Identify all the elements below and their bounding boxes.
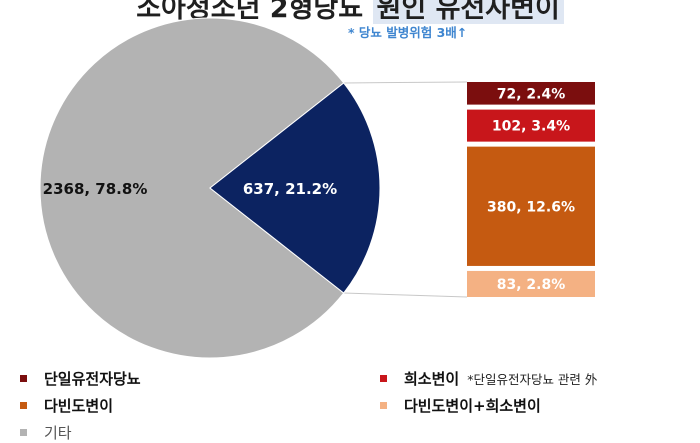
- legend-label: 희소변이: [404, 370, 460, 388]
- pie-slice-genetic: [209, 82, 381, 294]
- legend-label: 기타: [44, 424, 72, 442]
- legend-item-common-variant: 다빈도변이: [20, 395, 113, 416]
- bar-segment-rare-variant-label: 102, 3.4%: [492, 119, 570, 135]
- bar-segment-common-plus-rare: [467, 270, 595, 297]
- bar-segment-common-variant: [467, 146, 595, 266]
- connector-line-top: [343, 81, 468, 84]
- chart-title: 소아청소년 2형당뇨 원인 유전자변이: [0, 0, 700, 25]
- bar-segment-monogenic-label: 72, 2.4%: [497, 86, 566, 102]
- bar-segment-rare-variant: [467, 109, 595, 142]
- chart-subtitle: * 당뇨 발병위험 3배↑: [348, 25, 468, 40]
- bar-segment-common-plus-rare-label: 83, 2.8%: [497, 277, 566, 293]
- legend-marker: [380, 375, 387, 382]
- bar-segment-common-variant-label: 380, 12.6%: [487, 199, 575, 215]
- legend-marker: [20, 402, 27, 409]
- legend-marker: [380, 402, 387, 409]
- bar-segment-monogenic: [467, 82, 595, 105]
- pie-slice-genetic-label: 637, 21.2%: [243, 180, 337, 198]
- legend-note: *단일유전자당뇨 관련 外: [467, 372, 598, 387]
- legend-item-rare-variant: 희소변이 *단일유전자당뇨 관련 外: [380, 368, 597, 389]
- legend-label: 단일유전자당뇨: [44, 370, 141, 388]
- legend-marker: [20, 429, 27, 436]
- legend-item-common-plus-rare: 다빈도변이+희소변이: [380, 395, 541, 416]
- pie-slice-other-label: 2368, 78.8%: [43, 180, 148, 198]
- pie-slice-other: [39, 17, 345, 359]
- legend-item-monogenic: 단일유전자당뇨: [20, 368, 141, 389]
- legend-label: 다빈도변이: [44, 397, 114, 415]
- connector-line-bottom: [343, 292, 468, 298]
- legend-label: 다빈도변이+희소변이: [404, 397, 541, 415]
- legend-item-other: 기타: [20, 422, 72, 443]
- legend-marker: [20, 375, 27, 382]
- chart-title-highlight: 원인 유전자변이: [372, 0, 564, 24]
- chart-title-main: 소아청소년 2형당뇨: [136, 0, 364, 24]
